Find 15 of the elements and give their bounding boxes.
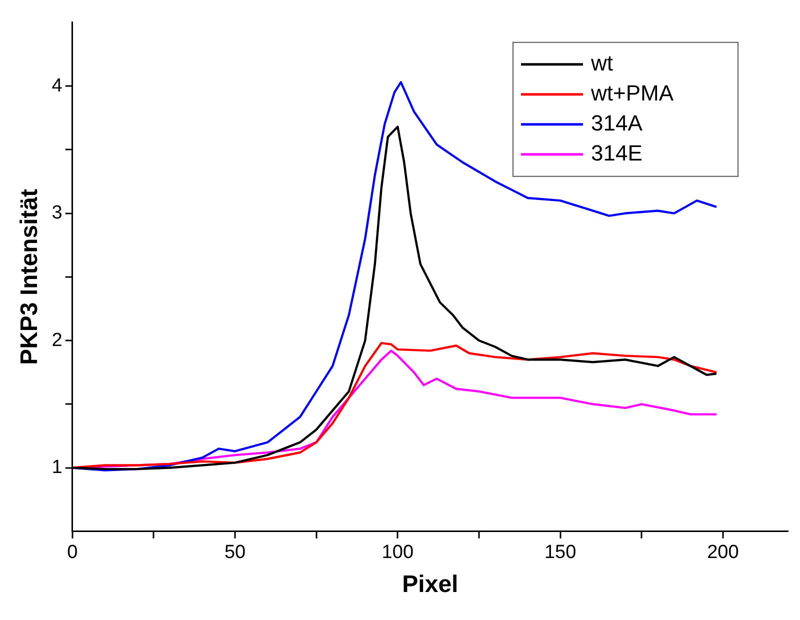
y-tick-label: 2 xyxy=(52,330,62,351)
x-tick-label: 150 xyxy=(544,542,576,564)
legend-label: wt xyxy=(590,50,613,76)
legend-label: 314E xyxy=(591,140,642,166)
legend-label: wt+PMA xyxy=(590,80,674,106)
x-tick-label: 200 xyxy=(707,542,739,564)
x-tick-label: 100 xyxy=(382,542,414,564)
y-tick-label: 3 xyxy=(52,202,62,224)
y-axis-title: PKP3 Intensität xyxy=(16,188,44,365)
x-tick-label: 0 xyxy=(67,542,78,564)
x-axis-title: Pixel xyxy=(402,571,458,598)
x-tick-label: 50 xyxy=(224,542,246,564)
legend-label: 314A xyxy=(591,110,643,136)
y-tick-label: 4 xyxy=(52,75,63,96)
y-tick-label: 1 xyxy=(52,457,62,478)
